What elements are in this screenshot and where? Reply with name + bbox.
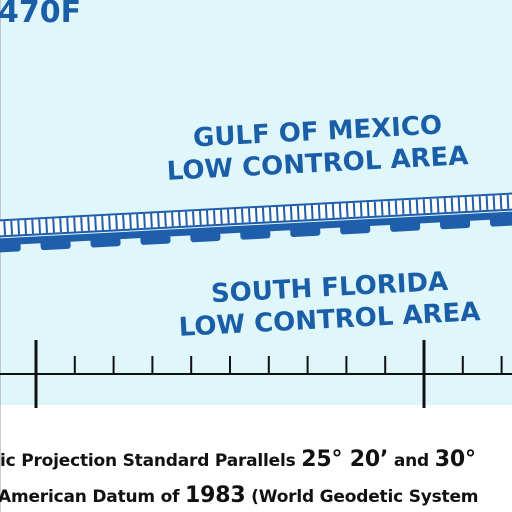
boundary-hatch xyxy=(289,206,293,221)
boundary-hatch xyxy=(485,195,489,210)
boundary-hatch xyxy=(401,200,405,215)
boundary-hatch xyxy=(366,202,370,217)
boundary-hatch xyxy=(233,209,237,224)
boundary-hatch xyxy=(178,211,181,227)
boundary-dash xyxy=(190,231,221,243)
boundary-hatch xyxy=(24,220,27,235)
boundary-dash xyxy=(40,238,71,251)
boundary-hatch xyxy=(108,215,111,230)
boundary-hatch xyxy=(199,210,202,225)
boundary-hatch xyxy=(185,211,188,226)
boundary-hatch xyxy=(268,207,272,222)
boundary-hatch xyxy=(73,217,76,232)
boundary-dash xyxy=(0,241,21,253)
boundary-hatch xyxy=(373,201,377,216)
boundary-dash xyxy=(90,236,121,248)
boundary-hatch xyxy=(324,204,328,219)
boundary-hatch xyxy=(38,219,41,234)
boundary-hatch xyxy=(80,217,83,232)
boundary-hatch xyxy=(443,198,447,213)
boundary-hatch xyxy=(87,216,90,231)
boundary-hatch xyxy=(408,199,412,214)
boundary-dash xyxy=(240,228,271,240)
boundary-hatch xyxy=(352,202,356,217)
boundary-hatch xyxy=(310,204,314,220)
boundary-hatch xyxy=(436,198,440,213)
boundary-hatch xyxy=(157,213,160,228)
boundary-hatch xyxy=(499,195,503,210)
boundary-hatch xyxy=(380,201,384,216)
boundary-hatch xyxy=(52,218,55,233)
boundary-hatch xyxy=(422,199,426,214)
boundary-hatch xyxy=(345,203,349,218)
boundary-dash xyxy=(340,223,371,235)
boundary-hatch xyxy=(387,200,391,216)
boundary-hatch xyxy=(101,215,104,231)
boundary-hatch xyxy=(331,203,335,218)
boundary-hatch xyxy=(164,212,167,227)
boundary-dash xyxy=(489,215,512,227)
boundary-hatch xyxy=(240,208,244,223)
boundary-hatch xyxy=(66,217,69,232)
boundary-hatch xyxy=(213,210,216,225)
boundary-hatch xyxy=(478,196,482,211)
boundary-hatch xyxy=(415,199,419,214)
boundary-hatch xyxy=(136,214,139,229)
boundary-hatch xyxy=(506,194,510,209)
datum-note: American Datum of 1983 (World Geodetic S… xyxy=(0,483,479,508)
boundary-hatch xyxy=(129,214,132,229)
chart-label: 470F xyxy=(0,0,81,30)
boundary-hatch xyxy=(115,215,118,230)
boundary-hatch xyxy=(303,205,307,220)
boundary-hatch xyxy=(192,211,195,226)
boundary-hatch xyxy=(171,212,174,227)
boundary-hatch xyxy=(150,213,153,228)
boundary-hatch xyxy=(3,221,7,236)
boundary-hatch xyxy=(275,206,279,221)
boundary-hatch xyxy=(94,216,97,231)
boundary-hatch xyxy=(17,220,21,235)
boundary-hatch xyxy=(359,202,363,217)
boundary-hatch xyxy=(31,219,34,234)
boundary-hatch xyxy=(464,196,468,212)
boundary-dash xyxy=(140,233,171,245)
boundary-hatch xyxy=(471,196,475,211)
projection-note: ic Projection Standard Parallels 25° 20’… xyxy=(0,447,476,472)
scale-bar xyxy=(0,340,512,408)
boundary-dash xyxy=(439,217,471,230)
boundary-hatch xyxy=(206,210,209,225)
boundary-dash xyxy=(290,225,321,238)
boundary-hatch xyxy=(59,218,62,233)
boundary-hatch xyxy=(220,209,223,224)
boundary-hatch xyxy=(338,203,342,218)
control-area-boundary xyxy=(0,191,512,253)
boundary-hatch xyxy=(226,209,230,224)
boundary-hatch xyxy=(394,200,398,215)
boundary-hatch xyxy=(10,220,14,235)
boundary-hatch xyxy=(492,195,496,210)
boundary-hatch xyxy=(450,197,454,212)
boundary-hatch xyxy=(143,213,146,228)
boundary-hatch xyxy=(282,206,286,221)
boundary-hatch xyxy=(317,204,321,219)
boundary-hatch xyxy=(261,207,265,222)
boundary-hatch xyxy=(122,214,125,229)
boundary-hatch xyxy=(429,198,433,213)
boundary-hatch xyxy=(45,218,48,233)
boundary-hatch xyxy=(296,205,300,220)
boundary-hatch xyxy=(247,208,251,223)
boundary-hatch xyxy=(457,197,461,212)
boundary-dash xyxy=(390,220,421,232)
boundary-hatch xyxy=(254,207,258,223)
